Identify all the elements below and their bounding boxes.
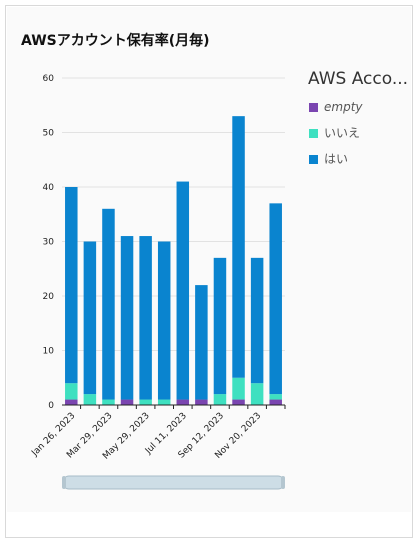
chart-scrollbar[interactable] bbox=[62, 475, 285, 490]
bar-segment[interactable] bbox=[102, 208, 115, 400]
bar-segment[interactable] bbox=[250, 383, 264, 405]
bar-segment[interactable] bbox=[83, 394, 97, 405]
y-tick-label: 20 bbox=[43, 292, 55, 302]
bar-segment[interactable] bbox=[250, 257, 264, 384]
chart-card bbox=[5, 5, 413, 538]
bar-segment[interactable] bbox=[65, 399, 78, 405]
range-slider-handle-right[interactable] bbox=[281, 476, 285, 489]
y-tick-label: 50 bbox=[43, 129, 55, 139]
y-tick-label: 30 bbox=[43, 238, 55, 248]
legend-label[interactable]: いいえ bbox=[324, 126, 360, 140]
bar-segment[interactable] bbox=[269, 394, 282, 400]
bar-segment[interactable] bbox=[65, 383, 78, 400]
bar-segment[interactable] bbox=[195, 399, 208, 405]
y-tick-label: 60 bbox=[43, 74, 55, 84]
bar-segment[interactable] bbox=[139, 236, 152, 400]
y-axis: 0 10 20 30 40 50 60 bbox=[43, 74, 55, 411]
bar-segment[interactable] bbox=[83, 241, 97, 395]
legend-swatch[interactable] bbox=[309, 103, 318, 112]
bar-segment[interactable] bbox=[120, 399, 134, 405]
y-tick-label: 0 bbox=[48, 401, 54, 411]
range-slider-handle-left[interactable] bbox=[62, 476, 66, 489]
bar-segment[interactable] bbox=[157, 399, 171, 405]
range-slider-track[interactable] bbox=[62, 475, 285, 490]
bar-segment[interactable] bbox=[269, 399, 282, 405]
bar-segment[interactable] bbox=[176, 399, 190, 405]
legend-label[interactable]: はい bbox=[324, 152, 348, 166]
y-tick-label: 10 bbox=[43, 347, 55, 357]
bar-segment[interactable] bbox=[139, 399, 152, 405]
bar-segment[interactable] bbox=[195, 285, 208, 400]
bar-segment[interactable] bbox=[157, 241, 171, 400]
bar-segment[interactable] bbox=[213, 257, 227, 395]
bar-segment[interactable] bbox=[232, 116, 245, 378]
legend-title: AWS Acco... bbox=[308, 69, 408, 89]
chart-title: AWSアカウント保有率(月毎) bbox=[21, 33, 210, 49]
legend-swatch[interactable] bbox=[309, 155, 318, 164]
bar-segment[interactable] bbox=[269, 203, 282, 395]
y-tick-label: 40 bbox=[43, 183, 55, 193]
legend-swatch[interactable] bbox=[309, 129, 318, 138]
bar-stack-group[interactable] bbox=[65, 116, 282, 405]
legend-label[interactable]: empty bbox=[324, 100, 363, 114]
bar-segment[interactable] bbox=[120, 236, 134, 400]
bar-segment[interactable] bbox=[65, 187, 78, 384]
bar-segment[interactable] bbox=[102, 399, 115, 405]
bar-segment[interactable] bbox=[213, 394, 227, 405]
bar-segment[interactable] bbox=[176, 181, 190, 400]
bar-segment[interactable] bbox=[232, 377, 245, 400]
bar-segment[interactable] bbox=[232, 399, 245, 405]
